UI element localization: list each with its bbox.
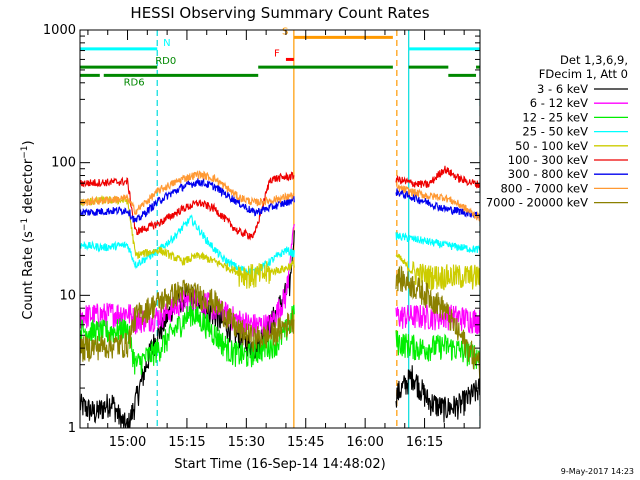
y-tick-label-3: 1000 xyxy=(43,23,76,38)
series-line-1 xyxy=(80,224,480,340)
flag-label-1: RD0 xyxy=(155,56,176,67)
y-axis-label-sup2: −1 xyxy=(20,145,30,158)
x-tick-label-5: 16:15 xyxy=(406,435,443,450)
plot-frame xyxy=(79,29,481,429)
series-line-6 xyxy=(80,177,480,223)
flag-label-4: F xyxy=(274,48,280,59)
x-axis-label: Start Time (16-Sep-14 14:48:02) xyxy=(174,457,385,472)
series-line-8 xyxy=(80,265,480,379)
y-tick-label-1: 10 xyxy=(59,288,76,303)
legend: Det 1,3,6,9, FDecim 1, Att 0 3 - 6 keV6 … xyxy=(486,53,628,210)
chart-title: HESSI Observing Summary Count Rates xyxy=(130,4,429,22)
x-tick-label-0: 15:00 xyxy=(109,435,146,450)
legend-item-3: 25 - 50 keV xyxy=(522,125,588,139)
y-axis-label: Count Rate (s−1 detector−1) xyxy=(20,140,36,319)
legend-header-2: FDecim 1, Att 0 xyxy=(539,67,628,81)
legend-item-1: 6 - 12 keV xyxy=(530,96,588,110)
y-axis-label-main: Count Rate (s xyxy=(21,231,36,320)
y-axis-label-mid: detector xyxy=(21,158,36,218)
y-tick-label-2: 100 xyxy=(51,156,76,171)
legend-item-7: 800 - 7000 keV xyxy=(500,181,588,195)
plot-area: N RD0 RD6 SF xyxy=(80,26,480,428)
y-axis-label-sup1: −1 xyxy=(20,218,30,231)
legend-item-4: 50 - 100 keV xyxy=(515,139,588,153)
x-tick-label-2: 15:30 xyxy=(228,435,265,450)
legend-header-1: Det 1,3,6,9, xyxy=(560,53,628,67)
y-axis: 1 10 100 1000 xyxy=(43,23,480,436)
legend-item-5: 100 - 300 keV xyxy=(508,153,588,167)
flag-label-2: RD6 xyxy=(124,77,145,88)
x-tick-label-1: 15:15 xyxy=(168,435,205,450)
y-axis-label-end: ) xyxy=(21,140,36,145)
legend-item-6: 300 - 800 keV xyxy=(508,167,588,181)
x-axis: 15:00 15:15 15:30 15:45 16:00 16:15 xyxy=(87,30,465,450)
flag-label-3: S xyxy=(282,26,288,37)
series-line-7 xyxy=(80,170,480,222)
legend-item-2: 12 - 25 keV xyxy=(522,110,588,124)
series-line-4 xyxy=(80,194,480,291)
series-line-5 xyxy=(80,165,480,241)
flag-label-0: N xyxy=(163,38,170,49)
legend-item-0: 3 - 6 keV xyxy=(537,82,588,96)
x-tick-label-3: 15:45 xyxy=(287,435,324,450)
legend-item-8: 7000 - 20000 keV xyxy=(486,196,588,210)
footer-timestamp: 9-May-2017 14:23 xyxy=(561,467,634,476)
y-tick-label-0: 1 xyxy=(68,421,76,436)
x-tick-label-4: 16:00 xyxy=(346,435,383,450)
